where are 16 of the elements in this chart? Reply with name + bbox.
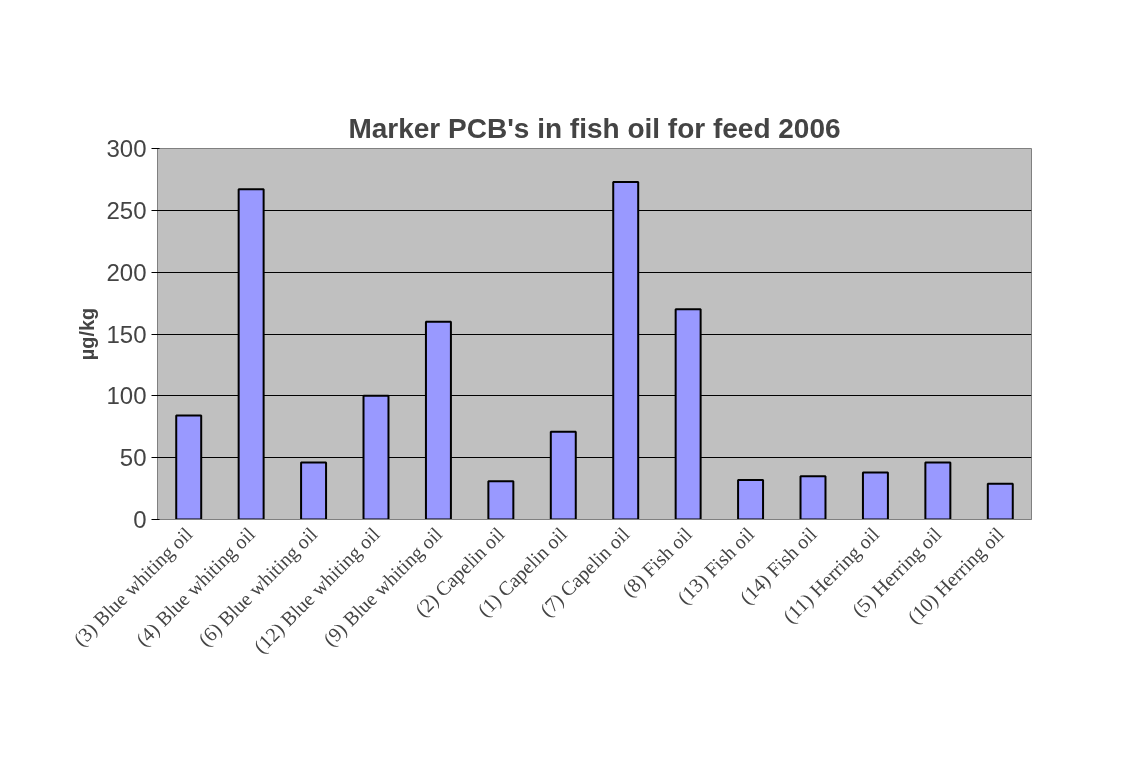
bar (737, 478, 765, 520)
bar (986, 482, 1014, 520)
bar (487, 480, 515, 520)
y-tick-label: 150 (106, 320, 147, 348)
bar (300, 461, 328, 520)
y-axis-title: µg/kg (76, 307, 99, 361)
y-tick-label: 300 (106, 135, 147, 162)
chart-title: Marker PCB's in fish oil for feed 2006 (348, 112, 841, 144)
y-tick-label: 0 (133, 506, 147, 533)
bar (924, 461, 952, 520)
bar (861, 471, 889, 520)
y-tick-label: 250 (106, 196, 147, 224)
y-tick-label: 50 (119, 444, 147, 472)
y-tick-label: 100 (106, 382, 147, 410)
y-tick-label: 200 (106, 258, 147, 286)
bar (799, 475, 827, 520)
